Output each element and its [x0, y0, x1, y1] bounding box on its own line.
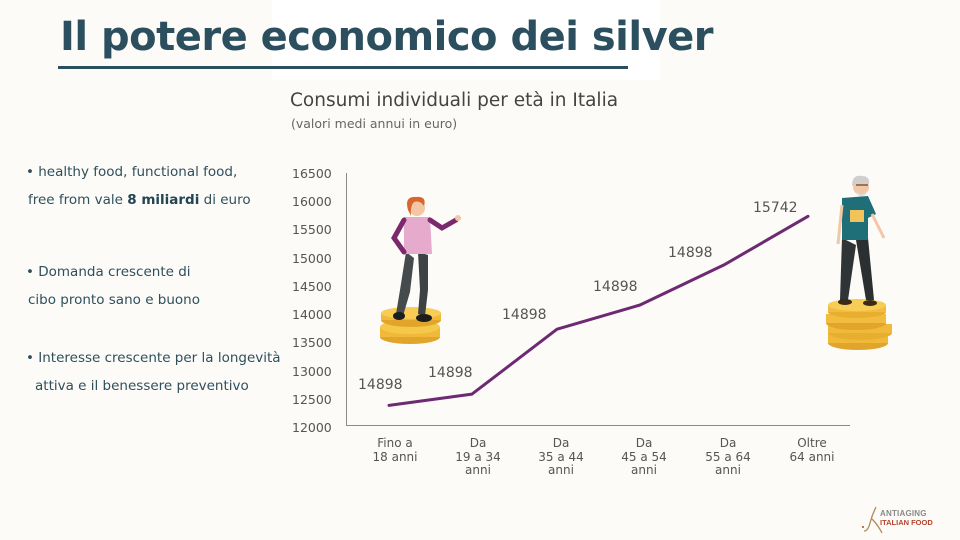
bullet-line: free from vale 8 miliardi di euro — [26, 186, 251, 214]
bullet-longevita: • Interesse crescente per la longevità a… — [26, 344, 281, 400]
y-tick: 16000 — [292, 194, 332, 209]
x-label: Oltre 64 anni — [772, 436, 852, 464]
x-label-line: 55 a 64 — [705, 449, 751, 464]
data-label: 14898 — [428, 365, 473, 381]
x-label-line: anni — [631, 463, 657, 477]
x-label-line: anni — [715, 463, 741, 477]
title-underline — [58, 66, 628, 69]
y-tick: 16500 — [292, 166, 332, 181]
bullet-healthy-food: • healthy food, functional food, free fr… — [26, 158, 251, 214]
y-tick: 12000 — [292, 420, 332, 435]
y-tick: 15000 — [292, 251, 332, 266]
x-label-line: anni — [465, 463, 491, 477]
logo-text-antiaging: ANTIAGING — [880, 509, 927, 518]
x-label-line: Da — [469, 436, 487, 450]
woman-on-coins-illustration — [380, 196, 461, 344]
y-tick: 14000 — [292, 307, 332, 322]
data-label: 14898 — [668, 245, 713, 261]
y-tick: 13000 — [292, 364, 332, 379]
bullet-line: attiva e il benessere preventivo — [35, 378, 249, 394]
x-label: Fino a 18 anni — [355, 436, 435, 464]
chart-title: Consumi individuali per età in Italia — [290, 90, 619, 111]
x-label-line: Da — [719, 436, 737, 450]
bullet-domanda: • Domanda crescente di cibo pronto sano … — [26, 258, 200, 314]
slide-title: Il potere economico dei silver — [60, 14, 714, 60]
x-label-line: 19 a 34 — [455, 449, 501, 464]
highlight-amount: 8 miliardi — [127, 192, 200, 208]
y-tick: 12500 — [292, 392, 332, 407]
bullet-line: • Interesse crescente per la longevità — [26, 350, 281, 366]
x-label-line: Da — [635, 436, 653, 450]
text: free from vale — [28, 192, 128, 208]
x-label: Da 35 a 44 anni — [521, 436, 601, 478]
y-tick: 13500 — [292, 335, 332, 350]
x-label: Da 19 a 34 anni — [438, 436, 518, 478]
antiaging-italian-food-logo: ANTIAGING ITALIAN FOOD — [860, 505, 955, 535]
text: di euro — [199, 192, 251, 208]
logo-text-italian-food: ITALIAN FOOD — [880, 518, 933, 527]
logo-mark-icon — [862, 506, 883, 534]
x-label-line: 64 anni — [789, 449, 835, 464]
chart-subtitle: (valori medi annui in euro) — [291, 116, 458, 131]
bullet-line: • healthy food, functional food, — [26, 164, 238, 180]
bullet-line: cibo pronto sano e buono — [28, 292, 200, 308]
data-label: 15742 — [753, 200, 798, 216]
y-tick: 14500 — [292, 279, 332, 294]
y-tick: 15500 — [292, 222, 332, 237]
x-label-line: 18 anni — [372, 449, 418, 464]
x-label-line: 45 a 54 — [621, 449, 667, 464]
data-label: 14898 — [502, 307, 547, 323]
x-label-line: anni — [548, 463, 574, 477]
x-label-line: 35 a 44 — [538, 449, 584, 464]
x-label: Da 55 a 64 anni — [688, 436, 768, 478]
bullet-line: • Domanda crescente di — [26, 264, 191, 280]
x-label-line: Oltre — [797, 436, 827, 450]
x-label-line: Da — [552, 436, 570, 450]
data-label: 14898 — [593, 279, 638, 295]
x-label-line: Fino a — [377, 436, 413, 450]
data-label: 14898 — [358, 377, 403, 393]
consumption-series-line — [387, 214, 810, 407]
x-label: Da 45 a 54 anni — [604, 436, 684, 478]
senior-man-on-coins-illustration — [826, 175, 892, 350]
